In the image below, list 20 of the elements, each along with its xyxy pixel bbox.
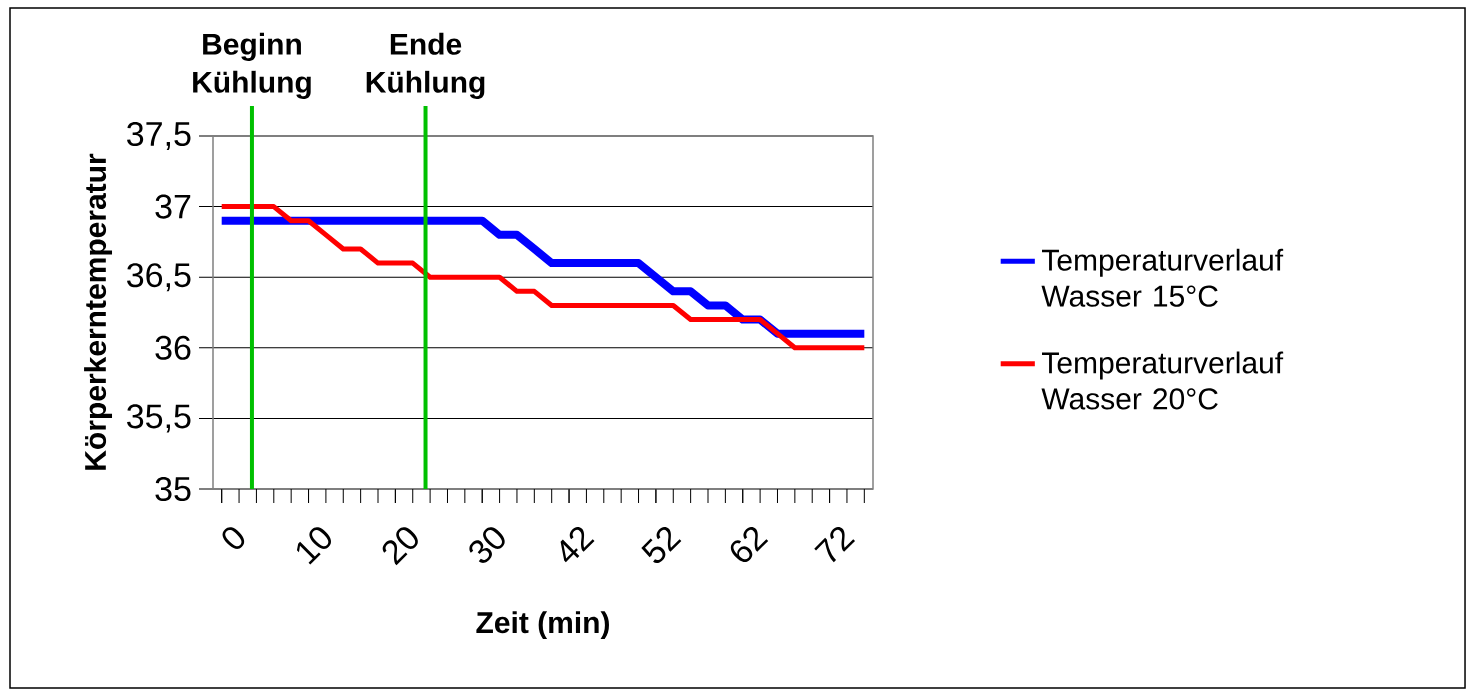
legend-label: Temperaturverlauf Wasser 20°C xyxy=(1041,351,1284,410)
x-axis-title: Zeit (min) xyxy=(476,611,609,640)
x-tick-label: 62 xyxy=(730,526,769,563)
y-tick-label: 36,5 xyxy=(127,263,191,292)
x-tick-label: 20 xyxy=(382,527,418,566)
x-tick-label: 72 xyxy=(814,526,856,563)
y-tick-label: 36 xyxy=(155,335,191,360)
x-tick-label: 10 xyxy=(296,527,332,565)
x-tick-label: 30 xyxy=(469,527,505,563)
y-tick-label: 37,5 xyxy=(127,121,191,151)
y-tick-label: 35,5 xyxy=(127,404,191,433)
x-tick-label: 52 xyxy=(641,526,682,563)
y-tick-label: 37 xyxy=(155,194,191,219)
x-tick-label: 42 xyxy=(560,526,595,563)
x-tick-label: 0 xyxy=(222,527,245,549)
text: Beginn Kühlung xyxy=(193,32,311,99)
text: Ende Kühlung xyxy=(366,32,485,99)
legend-label: Temperaturverlauf Wasser 15°C xyxy=(1041,248,1284,307)
y-tick-label: 35 xyxy=(155,476,191,502)
y-axis-title: Körperkerntemperatur xyxy=(84,153,113,470)
